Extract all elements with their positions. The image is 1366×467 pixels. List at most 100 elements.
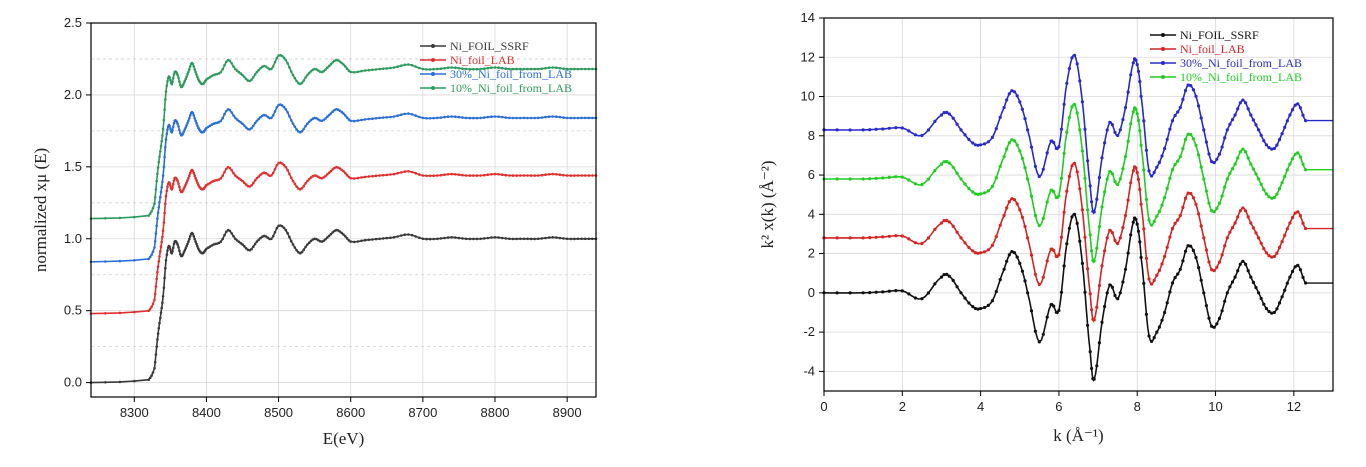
data-point xyxy=(443,115,446,119)
data-point xyxy=(159,250,162,253)
series-2 xyxy=(89,161,598,315)
data-point xyxy=(289,176,293,179)
data-point xyxy=(243,245,246,248)
data-point xyxy=(162,165,166,169)
data-point xyxy=(223,170,226,174)
data-point xyxy=(153,292,157,296)
data-point xyxy=(1049,303,1053,307)
data-point xyxy=(257,117,261,121)
data-point xyxy=(171,80,174,84)
data-point xyxy=(1088,292,1092,296)
x-tick-label: 6 xyxy=(1055,399,1062,414)
data-point xyxy=(1285,227,1289,231)
data-point xyxy=(468,67,472,71)
data-point xyxy=(868,177,872,181)
data-point xyxy=(1150,174,1154,178)
data-point xyxy=(457,115,461,119)
data-point xyxy=(913,296,918,300)
data-point xyxy=(157,206,161,209)
data-point xyxy=(1002,155,1006,159)
data-point xyxy=(331,231,335,234)
data-point xyxy=(280,162,284,165)
data-point xyxy=(1100,205,1104,209)
data-point xyxy=(580,174,583,177)
data-point xyxy=(104,217,107,220)
data-point xyxy=(156,166,160,169)
data-point xyxy=(1246,269,1250,273)
data-point xyxy=(289,239,293,243)
data-point xyxy=(1007,200,1011,204)
data-point xyxy=(392,236,396,239)
data-point xyxy=(286,168,289,172)
data-point xyxy=(963,182,967,186)
data-point xyxy=(163,211,166,215)
data-point xyxy=(907,292,911,296)
data-point xyxy=(181,189,185,192)
data-point xyxy=(1097,341,1101,345)
data-point xyxy=(1170,168,1175,172)
data-point xyxy=(1223,136,1227,140)
data-point xyxy=(446,236,450,239)
data-point xyxy=(1173,221,1177,225)
data-point xyxy=(344,235,347,238)
data-point xyxy=(326,115,329,118)
data-point xyxy=(1296,210,1300,214)
legend-label: 30%_Ni_foil_from_LAB xyxy=(450,67,572,81)
data-point xyxy=(1090,200,1094,204)
data-point xyxy=(493,236,497,239)
data-point xyxy=(1262,302,1266,306)
y-tick-label: 0.5 xyxy=(64,303,82,318)
data-point xyxy=(150,374,153,377)
data-point xyxy=(1139,202,1143,206)
data-point xyxy=(217,241,221,245)
data-point xyxy=(1204,189,1208,193)
data-point xyxy=(1215,206,1219,210)
data-point xyxy=(418,115,421,119)
data-point xyxy=(472,116,475,120)
data-point xyxy=(253,179,257,182)
data-point xyxy=(1170,226,1175,231)
data-point xyxy=(381,237,385,240)
data-point xyxy=(504,116,508,119)
data-point xyxy=(403,112,407,116)
data-point xyxy=(344,65,347,68)
data-point xyxy=(583,67,587,71)
data-point xyxy=(184,183,187,186)
data-point xyxy=(280,54,284,58)
data-point xyxy=(148,376,152,380)
data-point xyxy=(360,118,363,122)
data-point xyxy=(1108,283,1112,287)
data-point xyxy=(920,133,924,138)
data-point xyxy=(1095,197,1099,201)
data-point xyxy=(1176,218,1180,222)
data-point xyxy=(580,67,583,71)
data-point xyxy=(1288,162,1292,166)
data-point xyxy=(436,174,439,177)
data-point xyxy=(1215,265,1219,269)
data-point xyxy=(1220,145,1224,149)
data-point xyxy=(153,360,157,364)
data-point xyxy=(1126,90,1130,94)
data-point xyxy=(432,116,436,120)
data-point xyxy=(1139,255,1143,260)
data-point xyxy=(587,67,591,71)
data-point xyxy=(1296,263,1300,267)
data-point xyxy=(356,240,360,243)
data-point xyxy=(1238,209,1242,213)
data-point xyxy=(195,179,198,182)
data-point xyxy=(349,119,353,123)
data-point xyxy=(1277,138,1282,142)
data-point xyxy=(304,182,307,185)
data-point xyxy=(1105,236,1109,240)
data-point xyxy=(1052,190,1056,194)
data-point xyxy=(239,241,242,245)
data-point xyxy=(1197,153,1201,157)
data-point xyxy=(1220,253,1224,257)
data-point xyxy=(475,174,479,177)
data-point xyxy=(399,113,403,116)
data-point xyxy=(264,114,268,117)
data-point xyxy=(933,168,937,173)
data-point xyxy=(1199,224,1203,228)
data-point xyxy=(490,236,493,239)
data-point xyxy=(162,286,166,290)
